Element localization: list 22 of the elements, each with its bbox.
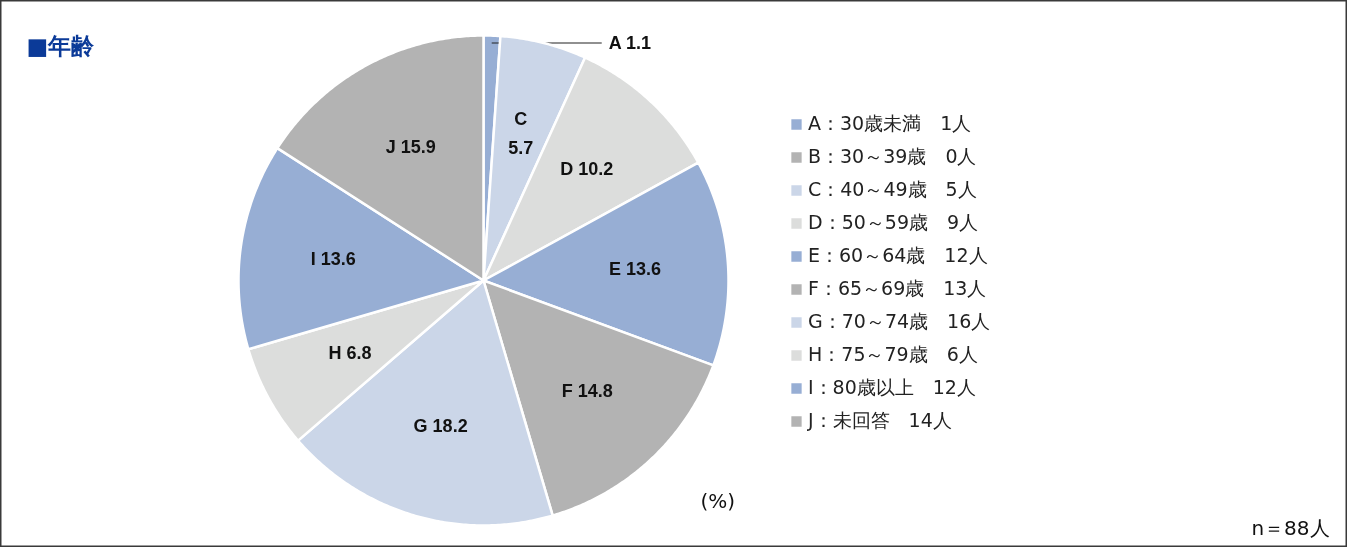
- legend-label: C：40～49歳 5人: [808, 176, 977, 202]
- data-label: H 6.8: [328, 343, 372, 364]
- legend-label: E：60～64歳 12人: [808, 242, 988, 268]
- data-label: J 15.9: [385, 137, 436, 158]
- chart-title: ■年齢: [26, 32, 96, 59]
- data-label: A 1.1: [608, 32, 652, 53]
- data-label: F 14.8: [561, 381, 613, 402]
- text: (%): [700, 488, 736, 513]
- legend-label: G：70～74歳 16人: [808, 308, 991, 334]
- legend-label: D：50～59歳 9人: [808, 209, 979, 235]
- legend-label: H：75～79歳 6人: [808, 341, 978, 367]
- data-label: D 10.2: [560, 159, 614, 180]
- legend-label: I：80歳以上 12人: [808, 374, 976, 400]
- legend-label: A：30歳未満 1人: [808, 110, 972, 136]
- text: n＝88人: [1251, 515, 1330, 540]
- data-label: C 5.7: [508, 108, 534, 158]
- legend-label: J：未回答 14人: [808, 407, 952, 433]
- legend-label: B：30～39歳 0人: [808, 143, 977, 169]
- data-label: I 13.6: [310, 248, 356, 269]
- data-label: E 13.6: [608, 259, 662, 280]
- legend-label: F：65～69歳 13人: [808, 275, 987, 301]
- data-label: G 18.2: [413, 416, 468, 437]
